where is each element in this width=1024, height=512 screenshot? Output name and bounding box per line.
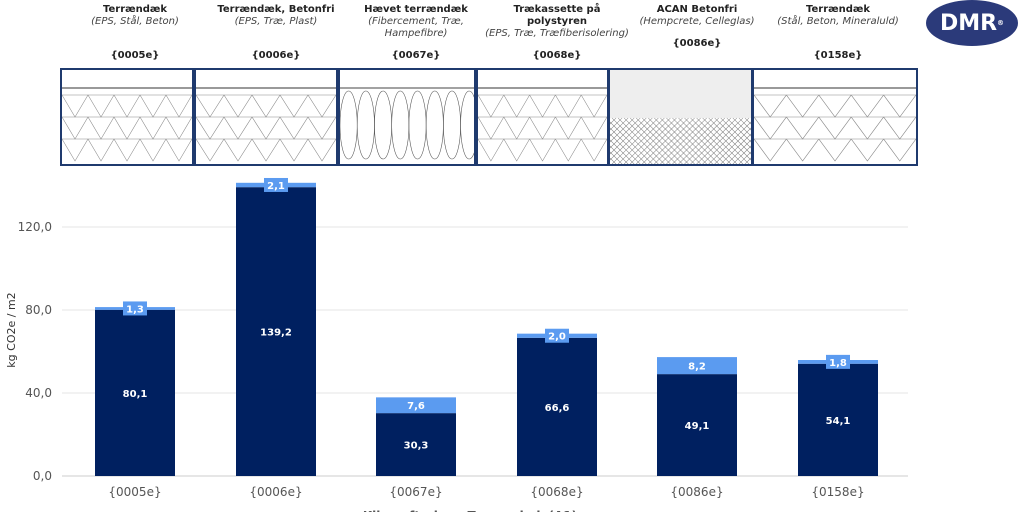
product-header: Terrændæk, Betonfri (EPS, Træ, Plast) xyxy=(201,4,351,28)
x-axis-title: Klimaaftryk pr. Terrændæk (A1) xyxy=(363,509,577,512)
construction-section-image xyxy=(476,68,609,166)
data-label-top: 1,8 xyxy=(829,358,847,369)
product-title: Terrændæk xyxy=(805,4,871,15)
x-tick-label: {0068e} xyxy=(530,485,583,499)
product-materials: (EPS, Træ, Plast) xyxy=(234,16,318,27)
data-label-box xyxy=(545,328,569,343)
y-tick-label: 120,0 xyxy=(18,220,52,234)
bar-base xyxy=(95,309,175,476)
product-title: Trækassette på polystyren xyxy=(513,4,601,27)
y-tick-label: 40,0 xyxy=(25,386,52,400)
product-header: Terrændæk (EPS, Stål, Beton) xyxy=(60,4,210,28)
product-header: Trækassette på polystyren (EPS, Træ, Træf… xyxy=(482,4,632,40)
x-tick-label: {0067e} xyxy=(389,485,442,499)
data-label-top: 2,1 xyxy=(267,181,285,192)
bar-base xyxy=(657,374,737,476)
product-materials: (EPS, Træ, Træfiberisolering) xyxy=(485,28,629,39)
data-label-box xyxy=(826,354,850,369)
product-header: Terrændæk (Stål, Beton, Mineraluld) xyxy=(763,4,913,28)
data-label-base: 80,1 xyxy=(123,389,148,400)
product-code: {0086e} xyxy=(672,38,722,49)
x-tick-label: {0006e} xyxy=(249,485,302,499)
data-label-base: 30,3 xyxy=(404,441,429,452)
product-materials: (EPS, Stål, Beton) xyxy=(91,16,179,27)
x-tick-label: {0158e} xyxy=(811,485,864,499)
product-title: ACAN Betonfri xyxy=(656,4,738,15)
data-label-top: 2,0 xyxy=(548,332,566,343)
bar-top xyxy=(376,397,456,414)
bar-base xyxy=(798,363,878,476)
data-label-base: 66,6 xyxy=(545,403,570,414)
product-code: {0068e} xyxy=(532,50,582,61)
product-code: {0005e} xyxy=(110,50,160,61)
product-code: {0006e} xyxy=(251,50,301,61)
x-tick-label: {0005e} xyxy=(108,485,161,499)
y-tick-label: 0,0 xyxy=(33,469,52,483)
product-header: Hævet terrændæk (Fibercement, Træ, Hampef… xyxy=(341,4,491,40)
y-axis-title: kg CO2e / m2 xyxy=(5,292,18,367)
product-materials: (Hempcrete, Celleglas) xyxy=(639,16,755,27)
construction-section-image xyxy=(194,68,338,166)
data-label-top: 7,6 xyxy=(407,401,425,412)
data-label-base: 54,1 xyxy=(826,416,851,427)
product-title: Terrændæk xyxy=(102,4,168,15)
y-tick-label: 80,0 xyxy=(25,303,52,317)
product-code: {0158e} xyxy=(813,50,863,61)
construction-section-image xyxy=(338,68,479,166)
data-label-box xyxy=(123,301,147,316)
x-tick-label: {0086e} xyxy=(670,485,723,499)
product-title: Hævet terrændæk xyxy=(364,4,468,15)
bar-top xyxy=(657,357,737,375)
product-materials: (Fibercement, Træ, Hampefibre) xyxy=(368,16,464,39)
product-code: {0067e} xyxy=(391,50,441,61)
data-label-base: 139,2 xyxy=(260,328,292,339)
construction-section-image xyxy=(60,68,194,166)
data-label-top: 8,2 xyxy=(688,362,706,373)
product-title: Terrændæk, Betonfri xyxy=(217,4,335,15)
product-header: ACAN Betonfri (Hempcrete, Celleglas) xyxy=(622,4,772,28)
logo-text: DMR xyxy=(939,10,998,36)
bar-base xyxy=(236,187,316,476)
data-label-base: 49,1 xyxy=(685,421,710,432)
data-label-box xyxy=(264,177,288,192)
product-materials: (Stål, Beton, Mineraluld) xyxy=(777,16,899,27)
bar-base xyxy=(517,337,597,476)
construction-section-image xyxy=(752,68,918,166)
data-label-top: 1,3 xyxy=(126,304,144,315)
bar-base xyxy=(376,413,456,476)
dmr-logo: DMR ® xyxy=(926,0,1018,46)
